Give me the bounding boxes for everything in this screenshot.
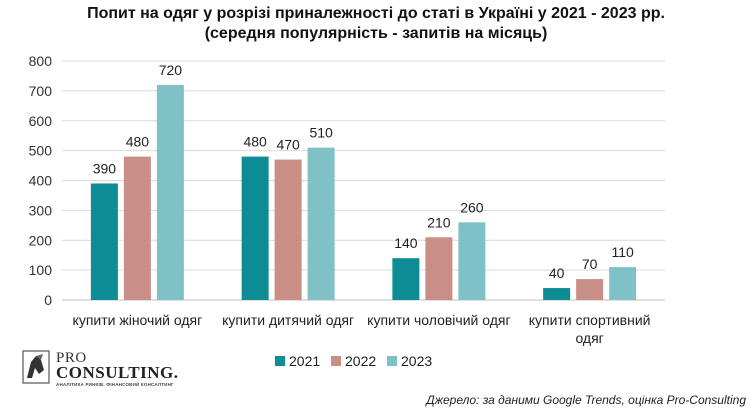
y-tick-label: 300: [29, 202, 53, 218]
legend: 2021 2022 2023: [275, 353, 432, 369]
bar: [543, 288, 571, 300]
data-label: 470: [276, 137, 300, 153]
x-tick-label: купити жіночий одяг: [73, 312, 203, 328]
data-label: 40: [549, 265, 565, 281]
bar: [392, 258, 420, 300]
bar: [609, 267, 637, 300]
y-tick-label: 200: [29, 232, 53, 248]
logo-emblem-icon: [22, 350, 50, 384]
y-tick-label: 800: [29, 53, 53, 69]
legend-label: 2022: [345, 353, 376, 369]
x-tick-label: купити дитячий одяг: [222, 312, 354, 328]
x-tick-label: купити спортивний: [529, 312, 651, 328]
bars: [90, 84, 637, 301]
gridlines: [62, 60, 665, 301]
bar: [458, 222, 486, 300]
source-note: Джерело: за даними Google Trends, оцінка…: [426, 393, 746, 407]
logo-pro-text: PRO: [56, 350, 87, 366]
data-label: 260: [460, 199, 484, 215]
legend-swatch: [275, 356, 285, 366]
bar: [307, 147, 335, 300]
y-axis: 0 100 200 300 400 500 600 700 800: [29, 53, 53, 308]
bar: [156, 84, 184, 301]
logo-name-text: CONSULTING.: [56, 363, 179, 382]
data-label: 70: [582, 256, 598, 272]
x-tick-label: одяг: [575, 330, 603, 346]
data-label: 480: [243, 134, 267, 150]
x-tick-label: купити чоловічий одяг: [367, 312, 510, 328]
x-axis: купити жіночий одяг купити дитячий одяг ку…: [73, 312, 651, 346]
bar: [123, 156, 151, 300]
data-label: 210: [427, 214, 451, 230]
data-label: 110: [611, 244, 634, 260]
legend-swatch: [331, 356, 341, 366]
y-tick-label: 700: [29, 83, 53, 99]
y-tick-label: 100: [29, 262, 53, 278]
bar: [90, 183, 118, 300]
bar: [576, 279, 604, 300]
company-logo: PRO CONSULTING. АНАЛІТИКА РИНКІВ. ФІНАНС…: [22, 350, 182, 387]
y-tick-label: 500: [29, 143, 53, 159]
data-label: 390: [93, 160, 117, 176]
chart-subtitle: (середня популярність - запитів на місяц…: [204, 25, 548, 42]
y-tick-label: 400: [29, 173, 53, 189]
data-label: 720: [159, 62, 183, 78]
chart-title: Попит на одяг у розрізі приналежності до…: [87, 5, 665, 22]
y-tick-label: 0: [44, 292, 52, 308]
data-label: 480: [126, 134, 150, 150]
legend-swatch: [387, 356, 397, 366]
data-label: 140: [394, 235, 418, 251]
legend-label: 2021: [289, 353, 320, 369]
data-label: 510: [309, 125, 333, 141]
data-labels: 390 480 720 480 470 510 140 210 260 40 70 110: [93, 62, 634, 281]
bar: [425, 237, 453, 300]
bar: [241, 156, 269, 300]
bar: [274, 159, 302, 300]
chart-title-block: Попит на одяг у розрізі приналежності до…: [0, 4, 752, 44]
legend-label: 2023: [401, 353, 432, 369]
logo-tagline: АНАЛІТИКА РИНКІВ. ФІНАНСОВИЙ КОНСАЛТИНГ: [56, 382, 174, 387]
y-tick-label: 600: [29, 113, 53, 129]
